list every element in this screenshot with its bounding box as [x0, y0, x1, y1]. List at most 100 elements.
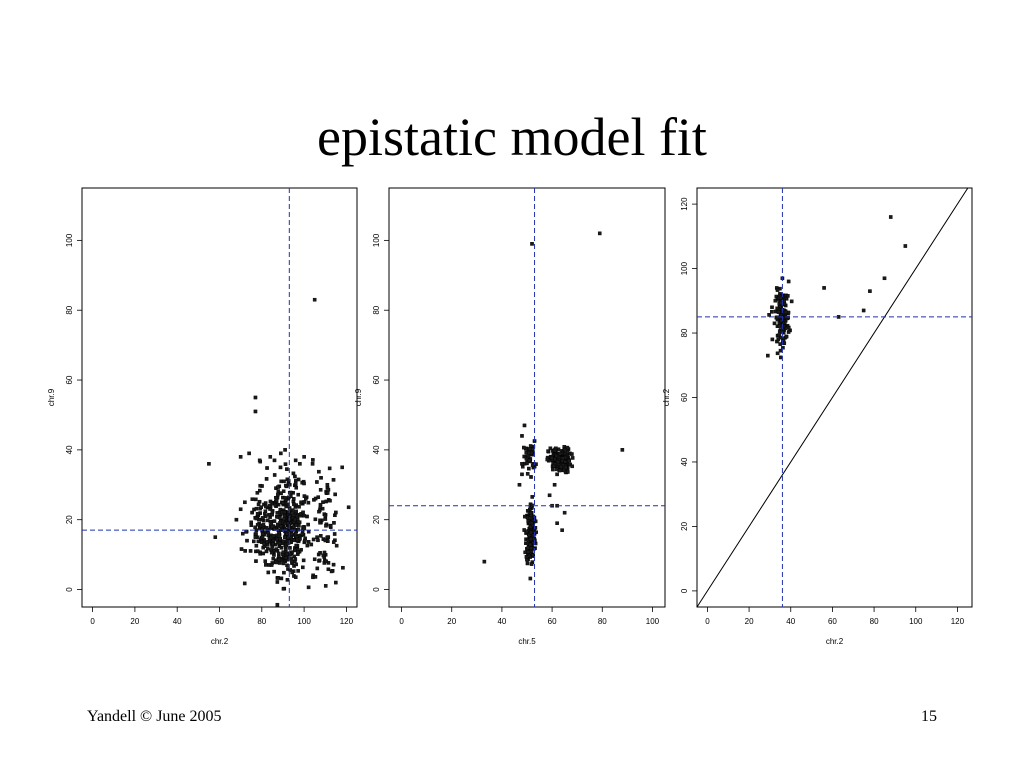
data-point [306, 522, 310, 527]
data-point [319, 476, 323, 480]
data-point [548, 446, 553, 451]
data-point [568, 462, 573, 467]
data-point [254, 544, 259, 548]
data-point [264, 563, 268, 567]
data-point [784, 296, 789, 301]
data-point [778, 300, 783, 305]
data-point [321, 553, 326, 558]
data-point [776, 310, 781, 314]
data-point [238, 507, 243, 512]
x-tick-label: 80 [870, 617, 879, 626]
data-point [775, 288, 780, 292]
data-point [526, 550, 531, 554]
data-point [254, 497, 258, 502]
data-point [789, 299, 794, 304]
data-point [274, 547, 279, 551]
x-tick-label: 80 [257, 617, 266, 626]
x-tick-label: 40 [786, 617, 795, 626]
data-point [522, 454, 526, 459]
data-point [341, 565, 345, 570]
data-point [213, 535, 218, 539]
data-point [520, 434, 524, 438]
data-point [302, 513, 306, 518]
data-point [277, 561, 282, 565]
data-point [275, 511, 280, 515]
data-point [296, 492, 301, 497]
data-point [570, 464, 575, 469]
data-point [781, 345, 785, 350]
page-number: 15 [921, 708, 937, 725]
data-point [282, 510, 287, 514]
data-point [545, 457, 550, 462]
data-point [276, 489, 281, 493]
y-tick-label: 120 [680, 197, 689, 211]
data-point [296, 550, 300, 554]
data-point [281, 586, 286, 591]
data-point [346, 505, 351, 510]
data-point [778, 295, 783, 300]
data-point [822, 286, 826, 290]
y-tick-label: 80 [680, 328, 689, 337]
data-point [283, 483, 288, 488]
data-point [482, 559, 487, 564]
data-point [281, 501, 285, 505]
data-point [524, 555, 529, 559]
data-point [315, 535, 319, 539]
data-point [259, 505, 263, 509]
x-tick-label: 40 [173, 617, 182, 626]
data-point [526, 519, 531, 523]
data-point [316, 538, 320, 543]
data-point [318, 502, 323, 507]
data-point [252, 539, 256, 544]
data-point [321, 500, 325, 504]
data-point [776, 337, 781, 342]
data-point [310, 462, 315, 466]
data-point [313, 517, 318, 522]
data-point [783, 310, 788, 315]
data-point [530, 242, 534, 246]
data-point [772, 321, 777, 326]
data-point [244, 530, 248, 534]
data-point [288, 552, 292, 557]
data-point [245, 538, 249, 543]
data-point [268, 503, 272, 508]
data-point [777, 324, 782, 328]
data-point [555, 521, 559, 525]
data-point [304, 497, 308, 501]
data-point [325, 535, 330, 540]
data-point [266, 546, 270, 551]
data-point [279, 576, 284, 581]
data-point [334, 580, 338, 585]
data-point [531, 533, 536, 538]
data-point [525, 461, 529, 466]
data-point [282, 514, 287, 518]
y-tick-label: 80 [372, 305, 381, 314]
data-point [268, 499, 273, 504]
data-point [313, 575, 318, 579]
data-point [334, 510, 338, 515]
data-point [242, 581, 247, 586]
data-point [283, 496, 287, 500]
y-tick-label: 100 [372, 233, 381, 247]
data-point [333, 492, 337, 497]
data-point [265, 518, 270, 523]
data-point [281, 550, 286, 554]
data-point [529, 546, 533, 551]
data-point [775, 306, 779, 311]
data-point [328, 524, 333, 529]
data-point [283, 448, 287, 452]
data-point [272, 473, 277, 477]
y-tick-label: 20 [65, 515, 74, 524]
data-point [234, 517, 239, 522]
data-point [263, 501, 268, 505]
data-point [278, 536, 282, 541]
data-point [282, 479, 286, 484]
data-point [265, 466, 269, 470]
y-tick-label: 0 [65, 587, 74, 592]
data-point [275, 580, 280, 584]
y-tick-label: 80 [65, 305, 74, 314]
data-point [296, 569, 300, 573]
data-point [781, 321, 786, 325]
data-point [529, 562, 534, 566]
data-point [557, 468, 562, 473]
